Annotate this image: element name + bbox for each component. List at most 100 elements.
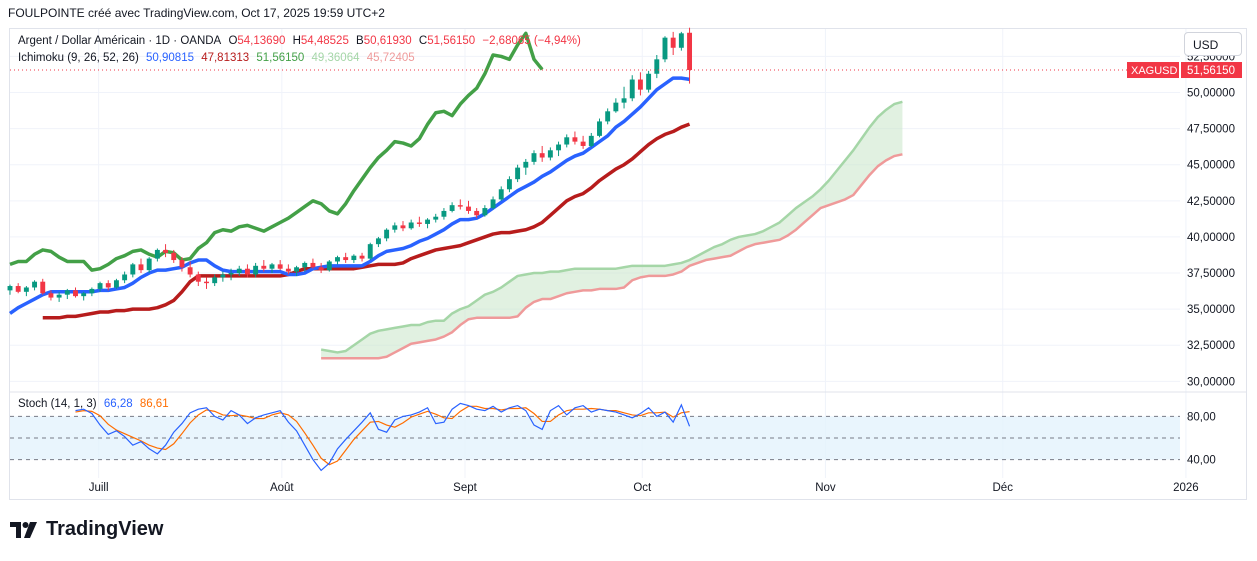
stoch-k-line bbox=[75, 402, 691, 472]
candle-body bbox=[457, 205, 463, 207]
time-axis-label: Juill bbox=[89, 482, 109, 494]
candle-body bbox=[539, 153, 545, 158]
candle-body bbox=[64, 290, 70, 295]
candle-body bbox=[400, 225, 406, 229]
ichimoku-legend: Ichimoku (9, 26, 52, 26) 50,90815 47,813… bbox=[18, 52, 419, 64]
candle-body bbox=[343, 257, 349, 261]
candle-body bbox=[670, 37, 676, 48]
candle-body bbox=[384, 229, 390, 239]
price-axis-label: 47,50000 bbox=[1187, 124, 1235, 136]
candle-body bbox=[588, 135, 594, 146]
candle-body bbox=[81, 293, 87, 297]
price-axis-label: 32,50000 bbox=[1187, 340, 1235, 352]
candle-body bbox=[56, 294, 62, 298]
candles bbox=[7, 27, 1180, 302]
time-axis-label: Sept bbox=[453, 482, 477, 494]
candle-body bbox=[310, 262, 316, 268]
time-axis-label: Nov bbox=[815, 482, 836, 494]
candle-body bbox=[654, 59, 660, 74]
candle-body bbox=[416, 222, 422, 224]
candle-body bbox=[621, 98, 627, 103]
stochastic-panel bbox=[10, 391, 1247, 472]
candle-body bbox=[515, 167, 521, 180]
candle-body bbox=[678, 33, 684, 48]
high-label: H bbox=[292, 35, 301, 47]
candle-body bbox=[375, 238, 381, 245]
candle-body bbox=[506, 179, 512, 190]
candle-body bbox=[547, 150, 553, 158]
candle-body bbox=[171, 252, 177, 261]
candle-body bbox=[572, 137, 578, 142]
indicator-lines bbox=[8, 31, 903, 360]
cloud-fill bbox=[321, 101, 903, 359]
candle-body bbox=[187, 267, 193, 275]
span-a-value: 49,36064 bbox=[311, 52, 360, 64]
candle-body bbox=[122, 274, 128, 281]
tradingview-logo-icon bbox=[10, 521, 37, 538]
candle-body bbox=[212, 277, 218, 284]
price-axis-label: 42,50000 bbox=[1187, 196, 1235, 208]
candle-body bbox=[367, 244, 373, 259]
candle-body bbox=[564, 137, 570, 145]
chikou-value: 51,56150 bbox=[256, 52, 305, 64]
senkou-span-a-line bbox=[320, 100, 903, 354]
candle-body bbox=[97, 283, 103, 289]
chart-header: FOULPOINTE créé avec TradingView.com, Oc… bbox=[8, 6, 385, 20]
open-label: O bbox=[228, 35, 238, 47]
candle-body bbox=[277, 264, 283, 269]
stoch-d-value: 86,61 bbox=[139, 398, 169, 410]
low-label: B bbox=[356, 35, 364, 47]
price-axis-label: 35,00000 bbox=[1187, 304, 1235, 316]
candle-body bbox=[23, 287, 29, 292]
symbol-legend: Argent / Dollar Américain · 1D · OANDA O… bbox=[18, 35, 585, 47]
price-axis-label: 37,50000 bbox=[1187, 268, 1235, 280]
candle-body bbox=[130, 264, 136, 275]
stoch-label: Stoch (14, 1, 3) bbox=[18, 398, 97, 410]
candle-body bbox=[556, 144, 562, 151]
ichimoku-label: Ichimoku (9, 26, 52, 26) bbox=[18, 52, 139, 64]
candle-body bbox=[73, 290, 78, 297]
candle-body bbox=[646, 73, 652, 90]
price-tag-symbol-text: XAGUSD bbox=[1131, 65, 1178, 77]
candle-body bbox=[441, 210, 447, 217]
price-axis-label: 40,00000 bbox=[1187, 232, 1235, 244]
candle-body bbox=[580, 141, 586, 146]
chikou-span-line bbox=[9, 31, 544, 272]
candle-body bbox=[179, 260, 185, 268]
price-axis-label: 30,00000 bbox=[1187, 376, 1235, 388]
candle-body bbox=[597, 121, 602, 136]
candle-body bbox=[302, 262, 308, 268]
candle-body bbox=[146, 258, 152, 271]
change-value: −2,68065 (−4,94%) bbox=[482, 35, 581, 47]
close-label: C bbox=[418, 35, 428, 47]
open-value: 54,13690 bbox=[237, 35, 286, 47]
candle-body bbox=[89, 288, 95, 294]
time-axis-label: Août bbox=[270, 482, 294, 494]
candle-body bbox=[637, 79, 643, 90]
candle-body bbox=[687, 32, 693, 71]
high-value: 54,48525 bbox=[300, 35, 349, 47]
candle-body bbox=[285, 268, 291, 272]
kijun-value: 47,81313 bbox=[201, 52, 250, 64]
candle-body bbox=[425, 219, 431, 224]
candle-body bbox=[335, 257, 340, 262]
tradingview-logo[interactable]: TradingView bbox=[10, 518, 163, 541]
time-axis-label: Déc bbox=[993, 482, 1014, 494]
candle-body bbox=[482, 208, 488, 216]
candle-body bbox=[163, 249, 169, 253]
candle-body bbox=[662, 37, 668, 60]
stoch-legend: Stoch (14, 1, 3) 66,28 86,61 bbox=[18, 398, 173, 410]
candle-body bbox=[244, 268, 250, 275]
price-tag-value bbox=[1181, 62, 1242, 79]
stoch-axis-label: 80,00 bbox=[1187, 411, 1216, 423]
candle-body bbox=[40, 281, 46, 294]
grid bbox=[10, 29, 1187, 478]
stoch-k-value: 66,28 bbox=[103, 398, 133, 410]
tenkan-value: 50,90815 bbox=[146, 52, 194, 64]
candle-body bbox=[105, 283, 111, 288]
candle-body bbox=[138, 264, 144, 271]
candle-body bbox=[523, 161, 529, 168]
currency-button[interactable]: USD bbox=[1184, 32, 1242, 56]
candle-body bbox=[449, 205, 455, 211]
